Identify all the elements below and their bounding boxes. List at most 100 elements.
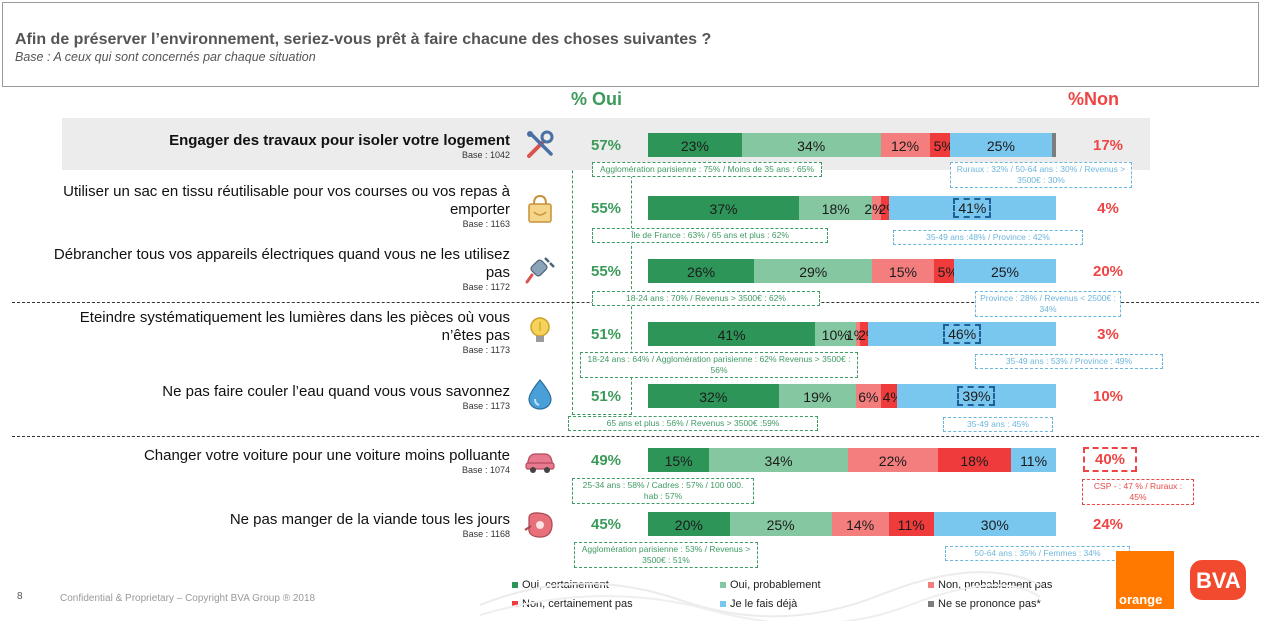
non-total: 24%: [1092, 516, 1124, 533]
legend-label: Je le fais déjà: [730, 598, 798, 610]
page-number: 8: [17, 591, 23, 602]
bar-segment-oui-probablement: [729, 512, 832, 536]
stacked-bar: 32% 19% 6% 4% 39%: [648, 384, 1056, 408]
legend-swatch: [512, 601, 518, 608]
bar-segment-oui-certainement: [648, 133, 742, 157]
legend-swatch: [512, 582, 518, 589]
car-icon: [525, 453, 555, 473]
oui-column-header: % Oui: [571, 89, 623, 109]
group-separator: [12, 436, 1259, 437]
tools-icon: [527, 130, 554, 158]
stacked-bar: 37%18%2%2%41%: [648, 196, 1056, 220]
bar-segment-non-probablement-pas: [880, 133, 930, 157]
bar-value-label: 2%: [864, 201, 885, 217]
bar-segment-oui-probablement: [798, 196, 873, 220]
row-base: Base : 1074: [461, 465, 510, 475]
light-bulb-icon: [530, 317, 550, 342]
subgroup-note-green: 25-34 ans : 58% / Cadres : 57% / 100 000…: [572, 478, 754, 504]
row-label: Eteindre systématiquement les lumières d…: [79, 309, 510, 344]
bar-value-label: 18%: [821, 201, 850, 217]
legend-label: Oui, probablement: [730, 579, 821, 591]
legend-item: Ne se prononce pas*: [928, 598, 1041, 610]
stacked-bar: 20% 25% 14% 11% 30%: [648, 512, 1056, 536]
bar-value-label: 12%: [891, 138, 920, 154]
row-label: Changer votre voiture pour une voiture m…: [143, 447, 510, 464]
legend-swatch: [720, 582, 726, 589]
bar-segment-non-probablement-pas: [856, 384, 881, 408]
bar-segment-je-le-fais-deja: [1011, 448, 1056, 472]
stacked-bar: 15% 34% 22% 18% 11%: [648, 448, 1056, 472]
oui-total: 51%: [590, 326, 622, 343]
bar-segment-je-le-fais-deja: [933, 512, 1056, 536]
non-total: 3%: [1097, 326, 1119, 343]
bar-value-label: 32%: [699, 389, 728, 405]
row-base: Base : 1173: [462, 345, 510, 355]
subgroup-note-blue: Ruraux : 32% / 50-64 ans : 30% / Revenus…: [950, 162, 1132, 188]
row-base: Base : 1163: [462, 219, 510, 229]
bar-segment-non-probablement-pas: [831, 512, 889, 536]
legend-label: Ne se prononce pas*: [938, 598, 1041, 610]
shopping-bag-icon: [528, 194, 552, 223]
bar-segment-non-probablement-pas: [856, 322, 861, 346]
row-base: Base : 1168: [462, 529, 510, 539]
page-title: Afin de préserver l’environnement, serie…: [15, 31, 712, 48]
oui-total: 51%: [590, 388, 622, 405]
bar-segment-oui-certainement: [648, 322, 816, 346]
legend-item: Je le fais déjà: [720, 598, 797, 610]
non-total: 10%: [1092, 388, 1124, 405]
stacked-bar: 26% 29% 15% 5% 25%: [648, 259, 1056, 283]
bar-segment-non-probablement-pas: [847, 448, 938, 472]
subgroup-note-blue: 35-49 ans : 45%: [943, 417, 1053, 432]
bar-segment-non-certainement-pas: [929, 133, 950, 157]
oui-total: 57%: [590, 137, 622, 154]
bar-segment-non-certainement-pas: [880, 196, 889, 220]
non-column-header: %Non: [1068, 89, 1119, 109]
bar-segment-non-probablement-pas: [872, 196, 881, 220]
bar-value-label: 34%: [797, 138, 826, 154]
bar-value-label: 46%: [943, 324, 982, 344]
subgroup-note-green: Agglomération parisienne : 53% / Revenus…: [574, 542, 758, 568]
row-label: Utiliser un sac en tissu réutilisable po…: [63, 183, 510, 218]
row-label: Ne pas manger de la viande tous les jour…: [229, 511, 510, 528]
oui-total: 49%: [590, 452, 622, 469]
non-total: 17%: [1092, 137, 1124, 154]
bar-value-label: 15%: [664, 453, 693, 469]
subgroup-note-red: CSP - : 47 % / Ruraux : 45%: [1082, 479, 1194, 505]
stacked-bar: 41%10%1%2%46%: [648, 322, 1056, 346]
subgroup-note-green: 18-24 ans : 64% / Agglomération parisien…: [580, 352, 858, 378]
page-subtitle: Base : A ceux qui sont concernés par cha…: [15, 50, 316, 64]
bar-segment-oui-probablement: [815, 322, 857, 346]
bar-segment-oui-probablement: [709, 448, 848, 472]
non-total: 20%: [1092, 263, 1124, 280]
oui-total: 55%: [590, 200, 622, 217]
non-total: 4%: [1097, 200, 1119, 217]
bar-segment-non-certainement-pas: [933, 259, 954, 283]
bar-value-label: 25%: [766, 517, 795, 533]
bar-value-label: 11%: [1020, 453, 1048, 469]
bar-value-label: 5%: [933, 138, 954, 154]
title-box: Afin de préserver l’environnement, serie…: [2, 2, 1259, 87]
stacked-bar: 23% 34% 12% 5% 25%: [648, 133, 1056, 157]
bar-segment-nsp: [1051, 133, 1056, 157]
bar-value-label: 25%: [990, 264, 1020, 280]
bar-value-label: 20%: [674, 517, 703, 533]
bar-segment-oui-certainement: [648, 196, 799, 220]
bar-segment-oui-probablement: [778, 384, 857, 408]
orange-logo-text: orange: [1119, 592, 1163, 607]
bar-segment-oui-probablement: [741, 133, 881, 157]
bar-segment-oui-certainement: [648, 259, 755, 283]
row-base: Base : 1172: [462, 282, 510, 292]
bar-segment-non-certainement-pas: [937, 448, 1012, 472]
bar-value-label: 23%: [680, 138, 709, 154]
bar-value-label: 22%: [878, 453, 907, 469]
bar-segment-non-certainement-pas: [860, 322, 869, 346]
bar-segment-oui-certainement: [648, 384, 779, 408]
bar-value-label: 34%: [764, 453, 793, 469]
bar-segment-non-probablement-pas: [872, 259, 934, 283]
subgroup-note-green: 18-24 ans : 70% / Revenus > 3500€ : 62%: [592, 291, 820, 306]
bar-value-label: 11%: [897, 517, 925, 533]
subgroup-note-green: Agglomération parisienne : 75% / Moins d…: [592, 162, 822, 177]
bva-logo-text: BVA: [1196, 568, 1241, 593]
legend-swatch: [720, 601, 726, 608]
bar-value-label: 6%: [858, 389, 879, 405]
